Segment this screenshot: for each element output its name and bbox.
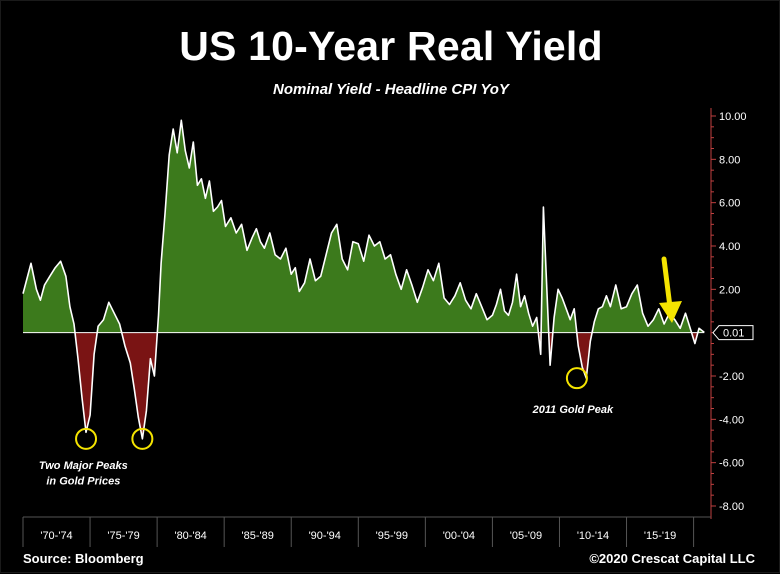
gold-peak-circle	[75, 427, 98, 450]
y-tick-label: 4.00	[719, 241, 740, 253]
gold-peak-circle	[131, 427, 154, 450]
chart-subtitle: Nominal Yield - Headline CPI YoY	[273, 81, 509, 98]
annotation-text: 2011 Gold Peak	[532, 404, 614, 416]
gold-peak-circle	[565, 367, 588, 390]
down-arrow-head	[659, 301, 682, 323]
x-tick-label: '85-'89	[242, 530, 274, 542]
annotations: Two Major Peaks in Gold Prices 2011 Gold P…	[39, 256, 682, 487]
y-tick-label: 10.00	[719, 111, 747, 123]
x-tick-label: '90-'94	[309, 530, 341, 542]
y-tick-label: 6.00	[719, 198, 740, 210]
y-tick-label: -6.00	[719, 458, 744, 470]
x-tick-label: '75-'79	[107, 530, 139, 542]
x-tick-label: '15-'19	[644, 530, 676, 542]
y-tick-label: -2.00	[719, 371, 744, 383]
x-tick-label: '05-'09	[510, 530, 542, 542]
x-tick-label: '10-'14	[577, 530, 609, 542]
y-tick-label: -8.00	[719, 501, 744, 513]
y-tick-label: -4.00	[719, 414, 744, 426]
y-tick-label: 8.00	[719, 154, 740, 166]
source-note: Source: Bloomberg	[23, 551, 144, 566]
area-negative	[23, 332, 705, 439]
last-value-label: 0.01	[723, 328, 744, 340]
x-tick-label: '80-'84	[174, 530, 206, 542]
annotation-text: Two Major Peaks	[39, 460, 128, 472]
area-positive	[23, 120, 705, 333]
copyright-note: ©2020 Crescat Capital LLC	[589, 551, 755, 566]
annotation-text: in Gold Prices	[46, 475, 120, 487]
x-tick-label: '70-'74	[40, 530, 72, 542]
down-arrow-shaft	[661, 256, 673, 310]
x-tick-label: '00-'04	[443, 530, 475, 542]
chart-title: US 10-Year Real Yield	[179, 23, 603, 69]
y-tick-label: 2.00	[719, 284, 740, 296]
series-line	[22, 119, 705, 440]
x-tick-label: '95-'99	[376, 530, 408, 542]
plot-area	[22, 119, 705, 440]
axes: 10.00 8.00 6.00 4.00 2.00 -2.00 -4.00 -6.00 -8.0…	[22, 108, 754, 547]
last-value-tag	[712, 325, 754, 341]
